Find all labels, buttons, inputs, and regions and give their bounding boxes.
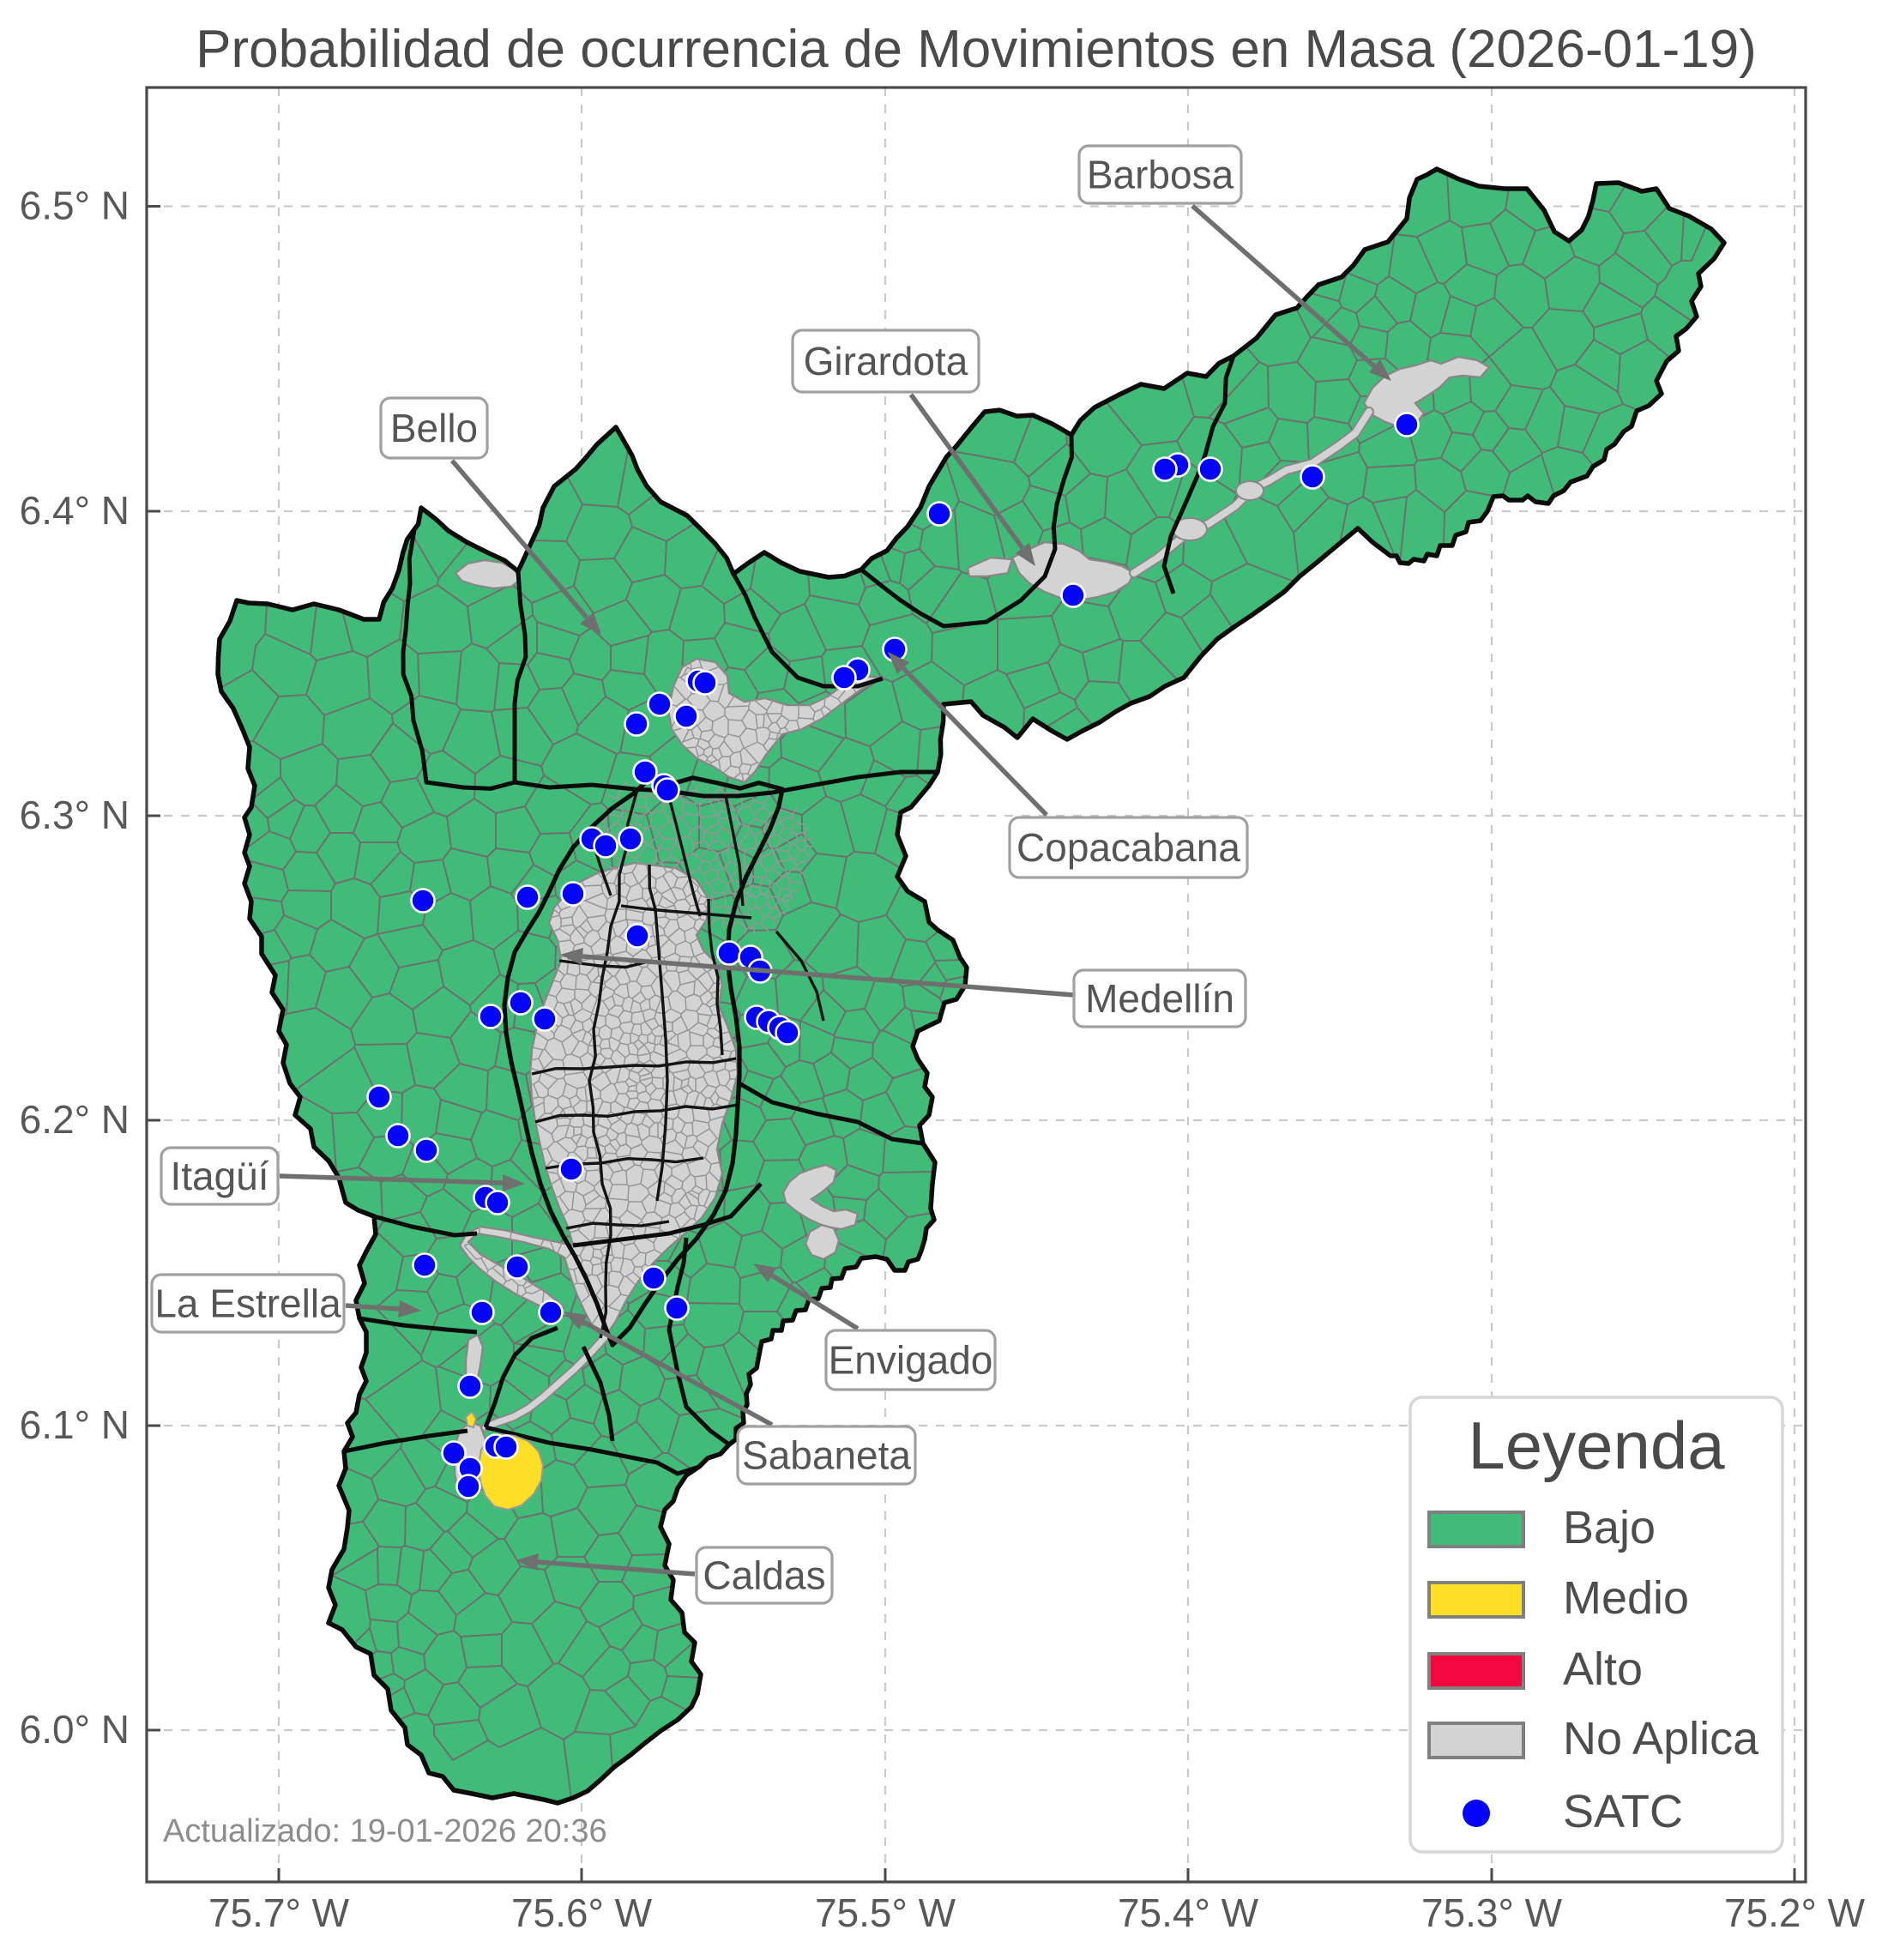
svg-text:75.3° W: 75.3° W: [1421, 1891, 1563, 1935]
svg-text:75.6° W: 75.6° W: [511, 1891, 653, 1935]
svg-text:Sabaneta: Sabaneta: [742, 1433, 911, 1478]
svg-text:No Aplica: No Aplica: [1563, 1713, 1759, 1764]
svg-text:75.4° W: 75.4° W: [1118, 1891, 1259, 1935]
svg-text:6.4° N: 6.4° N: [20, 488, 130, 533]
svg-text:75.7° W: 75.7° W: [208, 1891, 350, 1935]
svg-text:Alto: Alto: [1563, 1643, 1643, 1695]
svg-text:6.5° N: 6.5° N: [20, 184, 130, 228]
svg-text:Leyenda: Leyenda: [1468, 1408, 1725, 1483]
svg-text:La Estrella: La Estrella: [154, 1282, 341, 1326]
svg-text:SATC: SATC: [1563, 1786, 1683, 1837]
svg-text:Barbosa: Barbosa: [1087, 153, 1234, 197]
svg-text:75.2° W: 75.2° W: [1724, 1891, 1866, 1935]
svg-text:Girardota: Girardota: [804, 339, 968, 383]
svg-text:Caldas: Caldas: [703, 1553, 825, 1598]
svg-text:Actualizado: 19-01-2026 20:36: Actualizado: 19-01-2026 20:36: [163, 1813, 607, 1849]
svg-text:Medellín: Medellín: [1085, 976, 1234, 1021]
svg-text:6.3° N: 6.3° N: [20, 793, 130, 837]
svg-text:Bajo: Bajo: [1563, 1502, 1656, 1553]
svg-text:75.5° W: 75.5° W: [815, 1891, 956, 1935]
svg-text:6.2° N: 6.2° N: [20, 1097, 130, 1142]
svg-text:Itagüí: Itagüí: [170, 1154, 268, 1198]
svg-text:6.1° N: 6.1° N: [20, 1402, 130, 1447]
svg-text:Probabilidad de ocurrencia de: Probabilidad de ocurrencia de Movimiento…: [196, 20, 1757, 79]
svg-text:Bello: Bello: [390, 406, 478, 450]
svg-text:Copacabana: Copacabana: [1016, 825, 1240, 870]
svg-text:Envigado: Envigado: [829, 1338, 993, 1383]
svg-text:Medio: Medio: [1563, 1572, 1689, 1624]
svg-text:6.0° N: 6.0° N: [20, 1707, 130, 1752]
